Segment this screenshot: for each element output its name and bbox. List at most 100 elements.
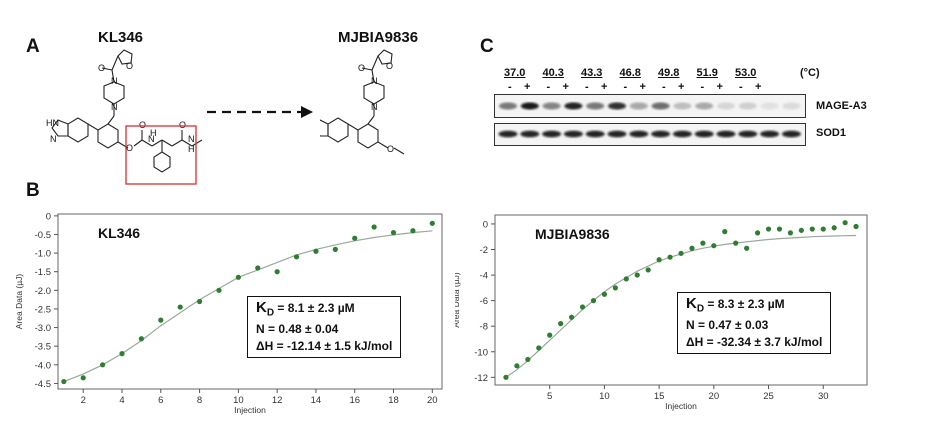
data-point xyxy=(634,272,640,278)
data-point xyxy=(809,226,815,232)
mage-a3-band xyxy=(738,102,757,110)
panel-b-letter: B xyxy=(26,180,40,201)
n-value: N = 0.48 ± 0.04 xyxy=(256,322,339,337)
data-point xyxy=(744,245,750,251)
x-tick-label: 12 xyxy=(272,395,283,406)
data-point xyxy=(196,298,203,305)
y-tick-label: -8 xyxy=(480,322,488,333)
svg-text:H: H xyxy=(188,144,195,154)
data-point xyxy=(623,276,629,282)
data-point xyxy=(216,287,222,293)
fit-curve xyxy=(63,230,433,383)
mage-a3-band xyxy=(695,102,714,110)
svg-text:N: N xyxy=(188,134,195,144)
treatment-plus: + xyxy=(601,81,608,93)
mjbia9836-structure: O O N N O xyxy=(320,49,405,155)
svg-text:O: O xyxy=(179,120,186,130)
data-point xyxy=(119,351,125,357)
mage-a3-band xyxy=(760,102,779,110)
kd-symbol: K xyxy=(686,295,697,312)
compound-mjbia9836-label: MJBIA9836 xyxy=(338,29,419,46)
data-point xyxy=(274,269,280,275)
mage-a3-band xyxy=(651,102,670,110)
data-point xyxy=(255,265,261,271)
stats-box-mjbia9836: KD = 8.3 ± 2.3 µM N = 0.47 ± 0.03 ΔH = -… xyxy=(677,292,832,355)
data-point xyxy=(429,220,435,226)
mage-a3-band xyxy=(673,102,692,110)
data-point xyxy=(853,223,859,230)
data-point xyxy=(765,226,772,232)
data-point xyxy=(820,226,826,232)
plot-frame xyxy=(57,213,443,390)
n-value: N = 0.47 ± 0.03 xyxy=(686,318,769,333)
sod1-band xyxy=(672,130,692,138)
data-point xyxy=(514,363,520,369)
mage-a3-band xyxy=(499,102,517,110)
data-point xyxy=(536,345,542,351)
sod1-band xyxy=(498,130,518,138)
plot-title: MJBIA9836 xyxy=(535,226,610,242)
y-tick-label: -3.0 xyxy=(35,323,51,334)
svg-text:O: O xyxy=(387,144,394,154)
data-point xyxy=(158,317,164,323)
y-tick-label: -0.5 xyxy=(35,230,51,241)
sod1-band xyxy=(520,130,540,138)
band-label-mage-a3: MAGE-A3 xyxy=(816,100,867,112)
mage-a3-band xyxy=(520,102,539,110)
svg-text:O: O xyxy=(98,63,105,73)
treatment-minus: - xyxy=(585,81,589,93)
x-tick-label: 10 xyxy=(233,395,244,406)
treatment-plus: + xyxy=(639,81,646,93)
sod1-band xyxy=(716,130,736,138)
mage-a3-band xyxy=(717,102,735,110)
y-tick-label: -2.5 xyxy=(35,304,51,315)
kd-subscript: D xyxy=(696,303,705,315)
temperature-label: 43.3 xyxy=(581,67,603,79)
y-tick-label: -1.5 xyxy=(35,267,51,278)
x-tick-label: 25 xyxy=(763,391,774,402)
data-point xyxy=(61,378,67,385)
temperature-label: 51.9 xyxy=(696,67,718,79)
kd-value: = 8.1 ± 2.3 µM xyxy=(274,301,355,315)
band-label-sod1: SOD1 xyxy=(816,127,846,139)
stats-box-kl346: KD = 8.1 ± 2.3 µM N = 0.48 ± 0.04 ΔH = -… xyxy=(247,296,402,359)
treatment-plus: + xyxy=(678,81,685,93)
mage-a3-band xyxy=(586,102,605,110)
data-point xyxy=(754,230,761,236)
data-point xyxy=(678,250,684,256)
data-point xyxy=(798,227,804,233)
svg-text:N: N xyxy=(111,102,118,112)
sod1-band xyxy=(542,130,562,138)
y-tick-label: -4 xyxy=(480,271,488,282)
x-tick-label: 5 xyxy=(547,391,552,402)
y-tick-label: -2 xyxy=(480,245,488,256)
temperature-unit: (°C) xyxy=(800,67,820,79)
sod1-band xyxy=(781,130,801,138)
data-point xyxy=(601,291,608,297)
svg-text:O: O xyxy=(139,120,146,130)
treatment-minus: - xyxy=(508,81,512,93)
data-point xyxy=(547,332,553,338)
treatment-minus: - xyxy=(662,81,666,93)
treatment-minus: - xyxy=(623,81,628,93)
data-point xyxy=(667,254,673,260)
data-point xyxy=(503,374,509,380)
data-point xyxy=(80,375,86,381)
y-tick-label: -4.5 xyxy=(35,379,51,390)
mage-a3-band xyxy=(782,102,801,110)
data-point xyxy=(711,243,717,249)
sod1-band xyxy=(607,130,627,138)
treatment-minus: - xyxy=(700,81,705,93)
kl346-structure: O O N N O O N H O N H HN N xyxy=(46,49,203,185)
temperature-label: 46.8 xyxy=(619,67,641,79)
x-axis-label: Injection xyxy=(665,401,697,411)
y-tick-label: -3.5 xyxy=(35,342,51,353)
data-point xyxy=(332,246,338,252)
sod1-band xyxy=(738,130,758,138)
svg-text:H: H xyxy=(150,128,157,138)
y-tick-label: -6 xyxy=(480,296,488,307)
x-tick-label: 18 xyxy=(388,395,399,406)
x-tick-label: 8 xyxy=(197,395,202,406)
data-point xyxy=(842,220,848,226)
mage-a3-band xyxy=(564,102,583,110)
